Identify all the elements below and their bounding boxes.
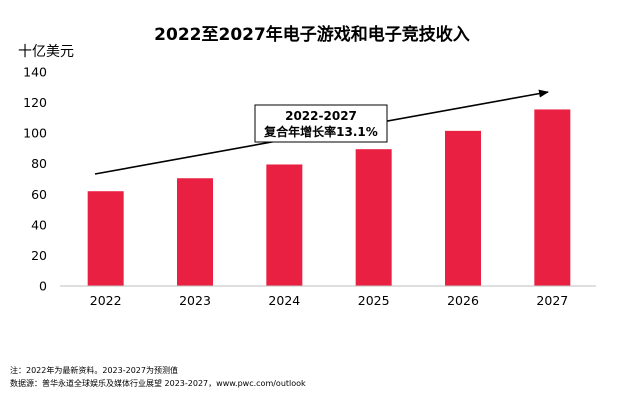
footnote-note: 注：2022年为最新资料。2023-2027为预测值 [10,366,178,375]
y-tick-label: 120 [23,95,47,110]
chart-title: 2022至2027年电子游戏和电子竞技收入 [154,24,470,45]
x-tick-label: 2027 [536,293,568,308]
bar-2022 [87,191,124,286]
cagr-annotation-period: 2022-2027 [285,109,357,123]
y-tick-label: 60 [31,187,47,202]
y-axis-ticks: 0 20 40 60 80 100 120 140 [23,65,47,294]
bars [87,109,571,286]
x-tick-label: 2026 [447,293,479,308]
x-tick-label: 2022 [90,293,122,308]
y-tick-label: 0 [39,279,47,294]
bar-2026 [445,130,481,286]
footnote-source: 数据源：普华永道全球娱乐及媒体行业展望 2023-2027，www.pwc.co… [10,379,306,388]
bar-2024 [266,164,303,286]
x-tick-label: 2025 [358,293,390,308]
y-tick-label: 20 [31,248,47,263]
y-tick-label: 40 [31,217,47,232]
bar-2027 [534,109,571,286]
x-tick-label: 2024 [268,293,300,308]
x-axis-ticks: 2022 2023 2024 2025 2026 2027 [90,293,568,308]
bar-2023 [177,178,213,286]
y-tick-label: 140 [23,65,47,80]
y-axis-unit-label: 十亿美元 [18,44,74,60]
x-tick-label: 2023 [179,293,211,308]
y-tick-label: 80 [31,156,47,171]
bar-2025 [355,149,392,286]
cagr-annotation-rate: 复合年增长率13.1% [263,124,378,139]
cagr-annotation-box [254,104,388,143]
y-tick-label: 100 [23,126,47,141]
